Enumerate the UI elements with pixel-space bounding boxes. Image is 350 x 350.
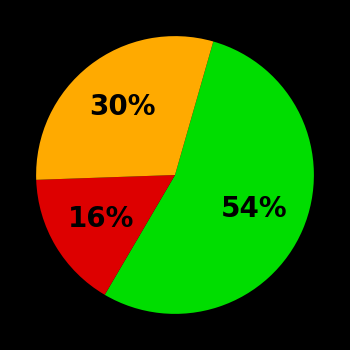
Wedge shape: [36, 175, 175, 295]
Wedge shape: [105, 42, 314, 314]
Wedge shape: [36, 36, 213, 180]
Text: 16%: 16%: [68, 205, 134, 233]
Text: 30%: 30%: [89, 93, 155, 121]
Text: 54%: 54%: [221, 195, 287, 223]
